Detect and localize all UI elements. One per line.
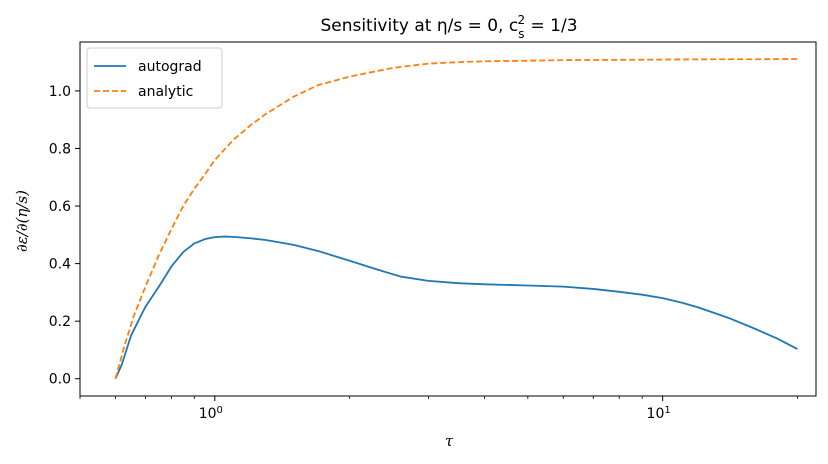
- chart-title: Sensitivity at η/s = 0, cs2 = 1/3: [320, 13, 577, 41]
- y-tick-label: 0.8: [49, 141, 71, 157]
- axes-frame: [79, 41, 817, 397]
- y-axis-label: ∂ε/∂(η/s): [13, 190, 31, 252]
- x-tick-label: 100: [199, 405, 223, 423]
- legend-label-analytic: analytic: [138, 84, 193, 100]
- legend-box: [86, 47, 223, 109]
- series-line-autograd: [114, 235, 798, 380]
- legend-label-autograd: autograd: [138, 59, 202, 75]
- x-axis-label: τ: [445, 432, 454, 450]
- y-tick-label: 0.6: [49, 199, 71, 215]
- legend: autograd analytic: [86, 47, 223, 109]
- ticks-layer: 0.0 0.2 0.4 0.6 0.8 1.0 100 101: [49, 84, 798, 422]
- series-line-analytic: [114, 58, 798, 379]
- y-tick-label: 0.2: [49, 314, 71, 330]
- y-tick-label: 0.0: [49, 372, 71, 388]
- title-subscript: s: [518, 27, 524, 41]
- plot-area: [79, 41, 817, 397]
- y-tick-label: 0.4: [49, 257, 71, 273]
- x-tick-label: 101: [647, 405, 671, 423]
- y-tick-label: 1.0: [49, 84, 71, 100]
- title-superscript: 2: [517, 13, 525, 27]
- series-layer: [114, 58, 798, 380]
